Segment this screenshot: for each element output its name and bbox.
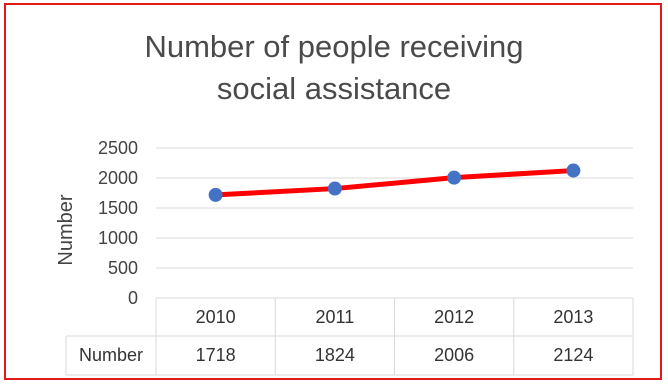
y-axis-title: Number — [55, 194, 77, 265]
data-point-marker — [447, 170, 462, 185]
x-category-label: 2011 — [316, 307, 355, 327]
table-value-cell: 1824 — [315, 345, 355, 365]
x-category-label: 2013 — [553, 307, 593, 327]
y-tick-label: 1000 — [98, 228, 138, 248]
data-point-marker — [327, 181, 342, 196]
y-tick-label: 500 — [108, 258, 138, 278]
chart-title: Number of people receiving social assist… — [0, 26, 668, 110]
series-line — [213, 168, 576, 198]
x-category-label: 2010 — [196, 307, 236, 327]
table-value-cell: 2006 — [434, 345, 474, 365]
chart-title-line-1: Number of people receiving — [144, 29, 524, 64]
data-table: 2010 2011 2012 2013 Number 1718 1824 2006 2124 — [65, 298, 634, 376]
y-tick-label: 2000 — [98, 168, 138, 188]
data-point-marker — [208, 187, 223, 202]
series-number — [208, 163, 581, 202]
gridlines — [156, 147, 633, 299]
table-value-cell: 1718 — [196, 345, 236, 365]
y-tick-label: 0 — [128, 288, 138, 308]
y-tick-label: 1500 — [98, 198, 138, 218]
y-tick-label: 2500 — [98, 138, 138, 158]
chart-title-line-2: social assistance — [216, 71, 452, 106]
table-row-header: Number — [79, 345, 143, 365]
data-point-marker — [566, 163, 581, 178]
table-value-cell: 2124 — [553, 345, 593, 365]
y-axis-ticks: 0 500 1000 1500 2000 2500 — [98, 138, 138, 308]
x-category-label: 2012 — [434, 307, 474, 327]
